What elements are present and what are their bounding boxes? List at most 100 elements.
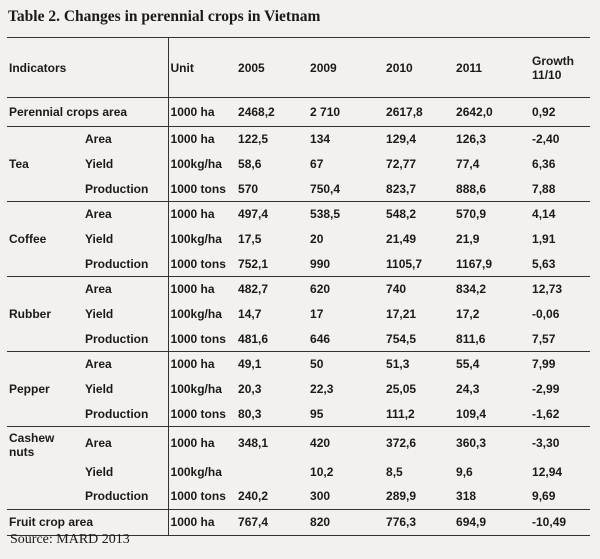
group-label-rubber: Rubber xyxy=(7,276,83,352)
value-growth: 6,36 xyxy=(532,157,556,171)
value-2010: 372,6 xyxy=(384,426,455,459)
value-2011: 360,3 xyxy=(454,426,531,459)
row-unit: 1000 ha xyxy=(167,508,237,536)
value-growth: -0,06 xyxy=(532,307,560,321)
header-unit: Unit xyxy=(167,37,237,98)
value-2009: 134 xyxy=(308,126,385,152)
sub-label: Production xyxy=(85,256,149,271)
table-row: Production 1000 tons 80,3 95 111,2 109,4… xyxy=(7,401,590,427)
value-2005: 58,6 xyxy=(238,157,262,171)
row-unit: 1000 tons xyxy=(167,326,237,352)
value-2011: 318 xyxy=(456,489,477,504)
perennial-crops-table: Indicators Unit 2005 2009 2010 2011 Grow… xyxy=(7,37,591,536)
value-2011: 2642,0 xyxy=(454,97,531,127)
value-2011: 24,3 xyxy=(456,382,480,396)
value-2009: 67 xyxy=(310,157,324,171)
table-row: Pepper Area 1000 ha 49,1 50 51,3 55,4 7,… xyxy=(7,351,591,427)
value-2005: 497,4 xyxy=(236,201,309,227)
table-row: Yield 100kg/ha 14,7 17 17,21 17,2 -0,06 xyxy=(7,301,590,327)
sub-label: Production xyxy=(85,489,149,504)
table-row: Production 1000 tons 240,2 300 289,9 318… xyxy=(7,484,590,509)
value-2009: 420 xyxy=(308,426,385,459)
value-2005: 49,1 xyxy=(236,351,309,377)
table-row: Production 1000 tons 752,1 990 1105,7 11… xyxy=(7,251,590,277)
table-row: Rubber Area 1000 ha 482,7 620 740 834,2 … xyxy=(7,276,591,352)
value-2005: 481,6 xyxy=(238,331,269,346)
value-growth: 4,14 xyxy=(530,201,591,227)
table-row: Coffee Area 1000 ha 497,4 538,5 548,2 57… xyxy=(7,201,591,277)
value-2010: 754,5 xyxy=(386,331,417,346)
value-2009: 17 xyxy=(310,307,324,321)
sub-label: Yield xyxy=(85,157,114,171)
table-row: Production 1000 tons 570 750,4 823,7 888… xyxy=(7,176,590,202)
value-2010: 51,3 xyxy=(384,351,455,377)
sub-label: Area xyxy=(83,126,169,152)
group-label-spacer xyxy=(7,484,83,509)
value-growth: -2,40 xyxy=(530,126,591,152)
value-2005: 122,5 xyxy=(236,126,309,152)
value-2010: 776,3 xyxy=(384,508,455,536)
sub-label: Yield xyxy=(85,307,114,321)
value-2010: 289,9 xyxy=(386,489,417,504)
sub-label: Production xyxy=(85,181,149,196)
value-2010: 111,2 xyxy=(386,406,415,421)
value-2010: 1105,7 xyxy=(386,256,423,271)
value-growth: 0,92 xyxy=(530,97,591,127)
sub-label: Area xyxy=(83,351,169,377)
header-row: Indicators Unit 2005 2009 2010 2011 Grow… xyxy=(7,37,591,98)
value-2005: 752,1 xyxy=(238,256,269,271)
value-2010: 740 xyxy=(384,276,455,302)
row-unit: 1000 tons xyxy=(167,251,237,277)
value-growth: 12,73 xyxy=(530,276,591,302)
value-2009: 300 xyxy=(310,489,331,504)
value-2009: 646 xyxy=(310,331,331,346)
value-2005: 2468,2 xyxy=(236,97,309,127)
value-growth: 7,88 xyxy=(532,181,556,196)
value-growth: 7,99 xyxy=(530,351,591,377)
group-label-pepper: Pepper xyxy=(7,351,83,427)
value-2011: 694,9 xyxy=(454,508,531,536)
value-growth: 12,94 xyxy=(532,464,563,479)
sub-label: Production xyxy=(85,331,149,346)
header-growth-line1: Growth xyxy=(532,53,575,68)
value-2010: 72,77 xyxy=(386,157,417,171)
value-growth: -3,30 xyxy=(530,426,591,459)
row-unit: 1000 tons xyxy=(167,484,237,509)
value-2011: 1167,9 xyxy=(456,256,493,271)
value-2009: 20 xyxy=(310,232,324,246)
group-label-cashew-nuts: Cashew nuts xyxy=(7,426,83,459)
group-label-coffee: Coffee xyxy=(7,201,83,277)
value-2009: 538,5 xyxy=(308,201,385,227)
value-2005 xyxy=(236,459,308,484)
row-unit: 100kg/ha xyxy=(167,376,237,402)
table-row: Yield 100kg/ha 58,6 67 72,77 77,4 6,36 xyxy=(7,151,590,177)
table-row: Perennial crops area 1000 ha 2468,2 2 71… xyxy=(7,97,591,127)
table-row: Yield 100kg/ha 10,2 8,5 9,6 12,94 xyxy=(7,459,590,484)
table-row: Yield 100kg/ha 17,5 20 21,49 21,9 1,91 xyxy=(7,226,590,252)
header-growth-line2: 11/10 xyxy=(532,67,562,82)
value-growth: -2,99 xyxy=(532,382,560,396)
header-growth: Growth 11/10 xyxy=(530,37,591,98)
value-2005: 80,3 xyxy=(238,406,262,421)
value-2009: 750,4 xyxy=(310,181,341,196)
row-unit: 1000 ha xyxy=(167,351,237,377)
value-2011: 17,2 xyxy=(456,307,480,321)
value-2011: 570,9 xyxy=(454,201,531,227)
value-growth: -10,49 xyxy=(530,508,591,536)
row-unit: 100kg/ha xyxy=(167,301,237,327)
sub-label: Yield xyxy=(85,464,114,479)
value-2009: 620 xyxy=(308,276,385,302)
row-unit: 1000 tons xyxy=(167,401,237,427)
sub-label: Production xyxy=(85,406,149,421)
row-unit: 1000 ha xyxy=(167,201,237,227)
row-label: Fruit crop area xyxy=(7,508,169,536)
header-2010: 2010 xyxy=(384,37,455,98)
group-label-cashew-line1: Cashew xyxy=(9,431,55,445)
value-growth: 1,91 xyxy=(532,232,556,246)
row-unit: 1000 ha xyxy=(167,276,237,302)
value-2011: 9,6 xyxy=(456,464,473,479)
value-2005: 570 xyxy=(238,181,259,196)
value-2010: 2617,8 xyxy=(384,97,455,127)
header-indicators: Indicators xyxy=(7,37,169,98)
value-2011: 888,6 xyxy=(456,181,487,196)
